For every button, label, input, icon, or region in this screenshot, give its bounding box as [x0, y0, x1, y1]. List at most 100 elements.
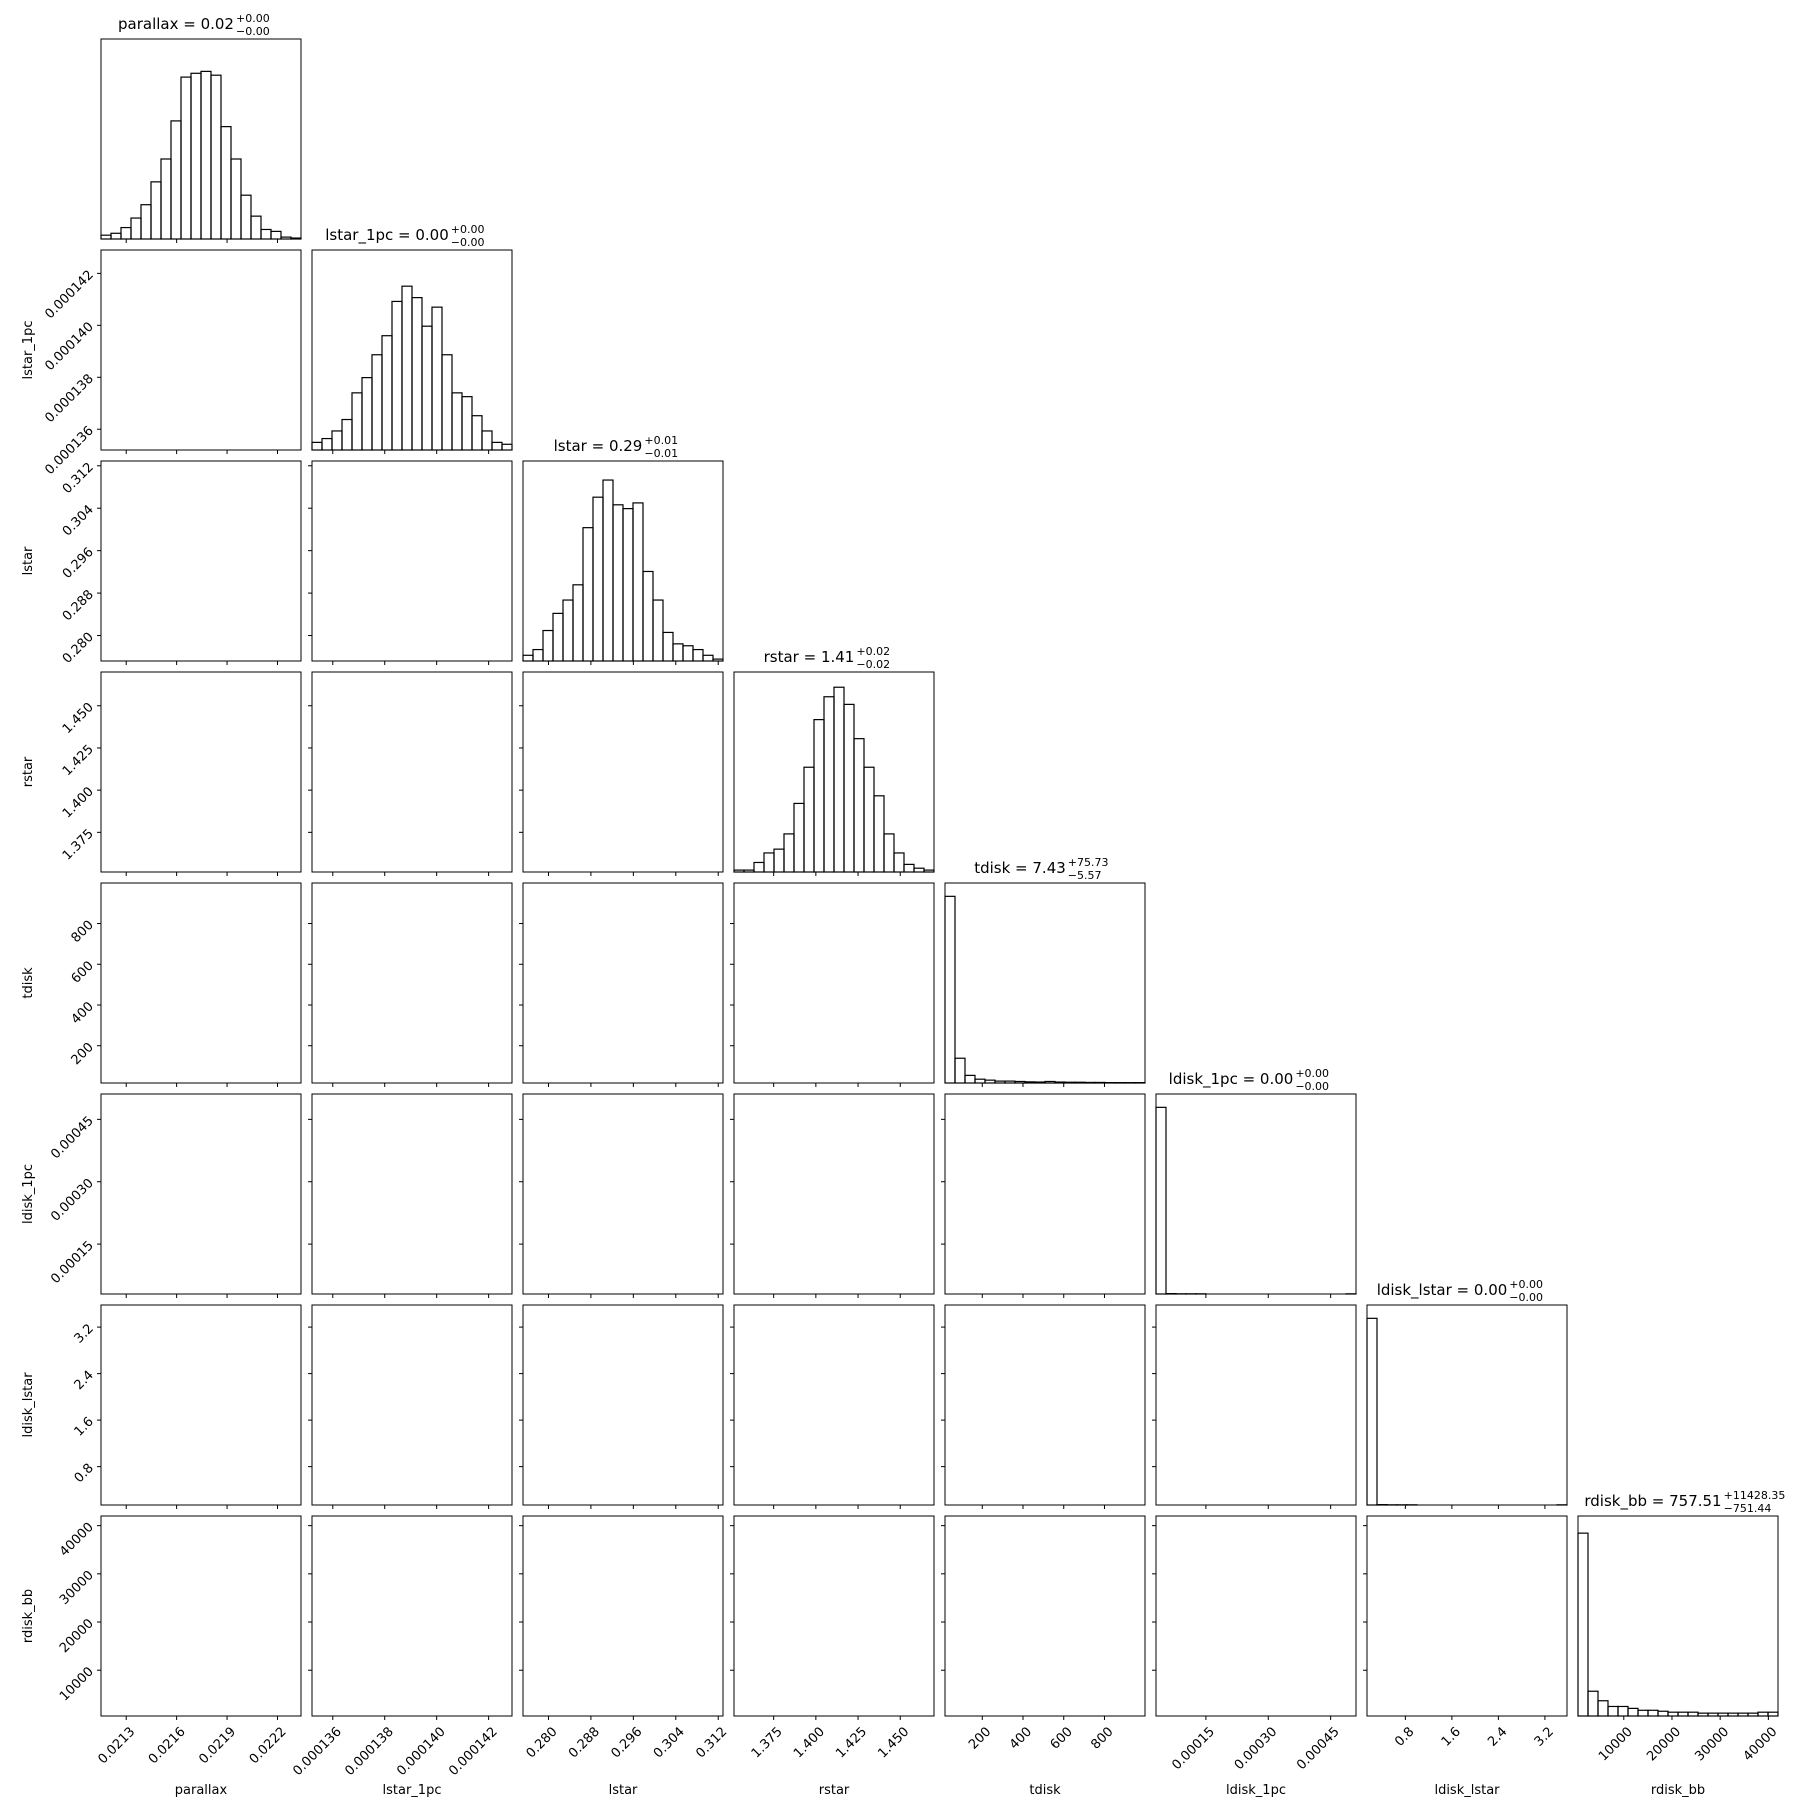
histogram-bin: [1607, 1705, 1619, 1717]
histogram-bin: [522, 654, 534, 662]
histogram-bin: [753, 861, 765, 873]
histogram-bin: [210, 74, 222, 240]
y-axis-label: lstar_1pc: [21, 321, 36, 380]
panel-frame: [1155, 1304, 1357, 1506]
histogram-bin: [602, 479, 614, 662]
histogram-bin: [622, 508, 634, 662]
title-upper-error: +0.00: [236, 12, 270, 25]
histogram-bin: [532, 648, 544, 662]
histogram-bin: [964, 1074, 976, 1084]
panel-frame: [100, 249, 302, 451]
y-tick-label: 2.4: [72, 1368, 97, 1393]
histogram-bin: [562, 599, 574, 662]
histogram-bin: [481, 430, 493, 451]
x-axis-label: tdisk: [1029, 1783, 1061, 1798]
x-tick-label: 20000: [1644, 1724, 1684, 1764]
histogram-bin: [572, 584, 584, 662]
histogram-bin: [250, 215, 262, 240]
histogram-bin: [893, 852, 905, 873]
histogram-bin: [853, 738, 865, 873]
title-upper-error: +0.00: [451, 223, 485, 236]
histogram-bin: [702, 654, 714, 662]
panel-frame: [100, 882, 302, 1084]
histogram-bin: [652, 599, 664, 662]
x-axis-label: ldisk_lstar: [1434, 1783, 1500, 1798]
panel-frame: [100, 671, 302, 873]
histogram-bin: [1587, 1690, 1599, 1717]
x-tick-label: 30000: [1692, 1724, 1732, 1764]
histogram-bin: [461, 396, 473, 451]
histogram-bin: [1707, 1712, 1719, 1717]
histogram-bin: [110, 232, 122, 240]
title-lower-error: −0.00: [451, 236, 485, 249]
histogram-bin: [1617, 1705, 1629, 1717]
panel-frame: [311, 671, 513, 873]
x-tick-label: 1.400: [791, 1724, 828, 1761]
x-tick-label: 0.304: [651, 1724, 688, 1761]
histogram-bin: [180, 76, 192, 240]
y-tick-label: 0.000140: [42, 320, 96, 374]
histogram-bin: [974, 1078, 986, 1084]
title-lower-error: −0.00: [236, 25, 270, 38]
title-upper-error: +0.00: [1295, 1067, 1329, 1080]
histogram-bin: [240, 194, 252, 240]
histogram-bin: [773, 848, 785, 873]
title-lower-error: −0.02: [856, 658, 890, 671]
histogram-bin: [984, 1079, 996, 1084]
panel-frame: [1577, 1515, 1779, 1717]
histogram-bin: [552, 612, 564, 662]
histogram-bin: [1024, 1081, 1036, 1084]
title-lower-error: −0.00: [1509, 1291, 1543, 1304]
histogram-bin: [1597, 1700, 1609, 1717]
x-tick-label: 0.00045: [1294, 1724, 1343, 1773]
histogram-bin: [170, 120, 182, 240]
histogram-bin: [1627, 1707, 1639, 1717]
histogram-bin: [944, 895, 956, 1084]
histogram-bin: [290, 237, 302, 240]
y-tick-label: 20000: [57, 1616, 97, 1656]
y-tick-label: 0.00015: [48, 1238, 97, 1287]
histogram-bin: [913, 867, 925, 873]
x-tick-label: 0.00030: [1232, 1724, 1281, 1773]
histogram-bin: [351, 392, 363, 451]
histogram-bin: [1637, 1709, 1649, 1717]
x-tick-label: 40000: [1741, 1724, 1781, 1764]
title-lower-error: −5.57: [1068, 869, 1102, 882]
histogram-bin: [873, 795, 885, 873]
x-tick-label: 0.0213: [95, 1724, 138, 1767]
histogram-bin: [441, 354, 453, 451]
histogram-bin: [1767, 1711, 1779, 1717]
histogram-bin: [954, 1057, 966, 1084]
histogram-bin: [1687, 1711, 1699, 1717]
histogram-bin: [1647, 1709, 1659, 1717]
panel-title: rdisk_bb = 757.51: [1584, 1492, 1721, 1511]
panel-frame: [100, 1093, 302, 1295]
histogram-bin: [1577, 1532, 1589, 1717]
histogram-bin: [743, 869, 755, 873]
histogram-bin: [672, 643, 684, 662]
histogram-bin: [1094, 1081, 1106, 1084]
x-tick-label: 1.6: [1439, 1724, 1464, 1749]
panel-title: tdisk = 7.43: [974, 859, 1066, 877]
histogram-bin: [1717, 1712, 1729, 1717]
histogram-bin: [783, 833, 795, 873]
panel-title: parallax = 0.02: [118, 15, 234, 33]
histogram-bin: [542, 629, 554, 662]
histogram-bin: [632, 502, 644, 662]
x-axis-label: lstar: [609, 1783, 638, 1798]
histogram-bin: [1747, 1712, 1759, 1717]
histogram-bin: [863, 766, 875, 873]
y-tick-label: 0.280: [60, 630, 97, 667]
title-lower-error: −0.00: [1295, 1080, 1329, 1093]
histogram-bin: [712, 658, 724, 662]
panel-title: ldisk_1pc = 0.00: [1169, 1070, 1294, 1089]
y-tick-label: 0.304: [60, 502, 97, 539]
y-tick-label: 800: [69, 918, 97, 946]
title-upper-error: +75.73: [1068, 856, 1109, 869]
histogram-bin: [260, 228, 272, 240]
y-tick-label: 0.312: [60, 460, 97, 497]
y-tick-label: 1.375: [60, 827, 97, 864]
histogram-bin: [582, 527, 594, 662]
y-tick-label: 0.000142: [42, 268, 96, 322]
